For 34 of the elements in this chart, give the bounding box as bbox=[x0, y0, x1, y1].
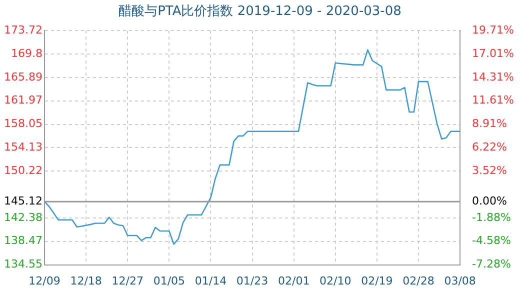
y2-tick-label: 14.31% bbox=[472, 70, 514, 84]
x-tick-label: 01/05 bbox=[153, 274, 186, 288]
y-tick-label: 145.12 bbox=[4, 194, 42, 208]
y2-tick-label: 19.71% bbox=[472, 23, 514, 36]
y-tick-label: 161.97 bbox=[4, 94, 42, 107]
x-tick-label: 02/19 bbox=[361, 274, 393, 288]
x-tick-label: 12/09 bbox=[28, 274, 60, 288]
y2-tick-label: 17.01% bbox=[472, 46, 514, 60]
y2-tick-label: 6.22% bbox=[472, 140, 508, 154]
x-tick-label: 12/27 bbox=[112, 274, 144, 288]
y-tick-label: 169.8 bbox=[10, 46, 42, 60]
x-tick-label: 02/01 bbox=[278, 274, 310, 288]
x-tick-label: 02/28 bbox=[402, 274, 434, 288]
y2-tick-label: 3.52% bbox=[472, 164, 508, 177]
y2-tick-label: -4.58% bbox=[472, 234, 511, 248]
x-tick-label: 12/18 bbox=[70, 274, 102, 288]
x-tick-label: 01/14 bbox=[194, 274, 227, 288]
x-tick-label: 02/10 bbox=[320, 274, 352, 288]
y2-tick-label: -1.88% bbox=[472, 210, 511, 224]
y-tick-label: 165.89 bbox=[4, 70, 42, 84]
y2-tick-label: 8.91% bbox=[472, 117, 508, 130]
y-tick-label: 173.72 bbox=[4, 23, 42, 36]
y-tick-label: 138.47 bbox=[4, 234, 42, 248]
y2-tick-label: 11.61% bbox=[472, 94, 514, 107]
y-tick-label: 154.13 bbox=[4, 140, 42, 154]
x-tick-label: 01/23 bbox=[236, 274, 268, 288]
y2-tick-label: -7.28% bbox=[472, 258, 511, 271]
x-tick-label: 03/08 bbox=[444, 274, 476, 288]
y-tick-label: 142.38 bbox=[4, 210, 42, 224]
y-tick-label: 134.55 bbox=[4, 258, 42, 271]
y2-tick-label: 0.00% bbox=[472, 194, 508, 208]
y-tick-label: 150.22 bbox=[4, 164, 42, 177]
chart-title: 醋酸与PTA比价指数 2019-12-09 - 2020-03-08 bbox=[118, 3, 402, 20]
y-tick-label: 158.05 bbox=[4, 117, 42, 130]
